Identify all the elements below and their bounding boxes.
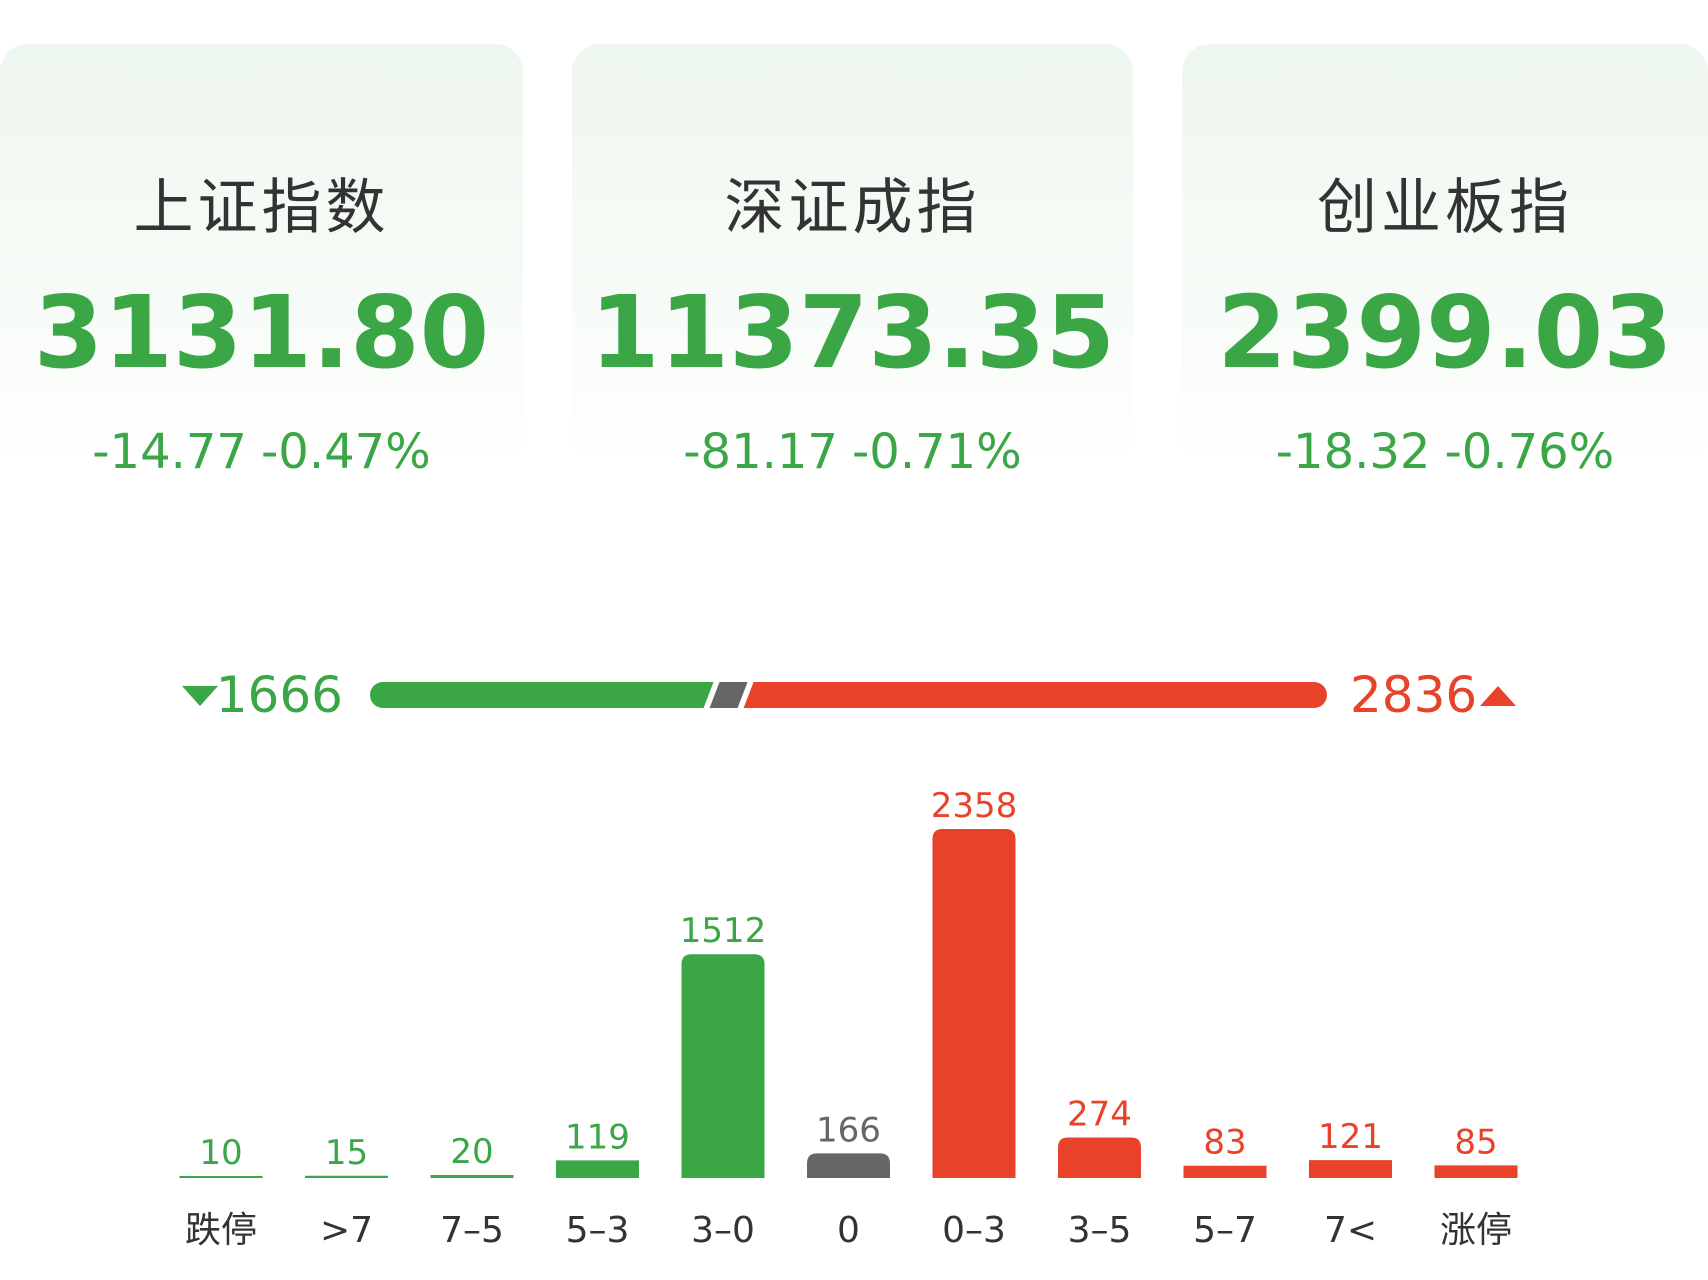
- value-label: 166: [816, 1110, 881, 1150]
- index-name: 上证指数: [133, 173, 390, 243]
- index-value: 2399.03: [1217, 274, 1673, 391]
- category-label: 涨停: [1440, 1210, 1512, 1251]
- index-change: -14.77: [92, 424, 247, 480]
- down-segment: [370, 682, 714, 708]
- up-arrow: [1480, 686, 1516, 706]
- bar: [1058, 1137, 1141, 1178]
- category-label: 7–5: [440, 1210, 504, 1251]
- value-label: 15: [325, 1133, 368, 1173]
- value-label: 121: [1318, 1117, 1383, 1157]
- value-label: 119: [565, 1117, 630, 1157]
- breadth-bar: [370, 682, 1327, 708]
- index-change-row: -14.77 -0.47%: [0, 424, 523, 480]
- bar: [430, 1175, 514, 1178]
- value-label: 83: [1203, 1123, 1246, 1163]
- value-label: 85: [1454, 1122, 1497, 1162]
- index-card: 上证指数 3131.80 -14.77 -0.47%: [0, 44, 523, 480]
- value-label: 1512: [680, 911, 767, 951]
- value-label: 20: [450, 1132, 493, 1172]
- value-label: 2358: [931, 786, 1018, 826]
- index-name: 深证成指: [724, 173, 981, 243]
- category-label: 0: [837, 1210, 860, 1251]
- category-label: 跌停: [185, 1210, 257, 1251]
- value-label: 10: [199, 1133, 242, 1173]
- index-value: 3131.80: [33, 274, 490, 391]
- category-label: >7: [320, 1210, 373, 1251]
- index-card: 深证成指 11373.35 -81.17 -0.71%: [572, 44, 1133, 480]
- index-change: -81.17: [683, 424, 838, 480]
- bar: [807, 1153, 890, 1178]
- category-label: 7<: [1324, 1210, 1377, 1251]
- down-arrow: [182, 686, 218, 706]
- bar: [681, 954, 765, 1178]
- index-change-pct: -0.71%: [851, 424, 1022, 480]
- up-segment: [743, 682, 1327, 708]
- index-change-row: -81.17 -0.71%: [572, 424, 1133, 480]
- index-change-pct: -0.47%: [260, 424, 431, 480]
- category-label: 5–3: [566, 1210, 630, 1251]
- bar: [932, 829, 1016, 1178]
- index-name: 创业板指: [1317, 173, 1573, 243]
- category-label: 3–0: [691, 1210, 755, 1251]
- bar: [1183, 1165, 1267, 1178]
- down-count: 1666: [216, 666, 343, 724]
- bar: [305, 1175, 388, 1178]
- bar: [556, 1160, 639, 1178]
- up-count: 2836: [1350, 666, 1477, 724]
- flat-segment: [709, 682, 748, 708]
- bar: [1309, 1160, 1392, 1178]
- value-label: 274: [1067, 1094, 1132, 1134]
- category-label: 3–5: [1068, 1210, 1132, 1251]
- index-value: 11373.35: [589, 274, 1116, 391]
- index-change: -18.32: [1275, 424, 1431, 480]
- bar: [179, 1176, 263, 1178]
- category-label: 0–3: [942, 1210, 1006, 1251]
- index-change-row: -18.32 -0.76%: [1182, 424, 1708, 480]
- index-change-pct: -0.76%: [1444, 424, 1615, 480]
- index-card: 创业板指 2399.03 -18.32 -0.76%: [1182, 44, 1708, 480]
- bar: [1434, 1165, 1518, 1178]
- category-label: 5–7: [1193, 1210, 1257, 1251]
